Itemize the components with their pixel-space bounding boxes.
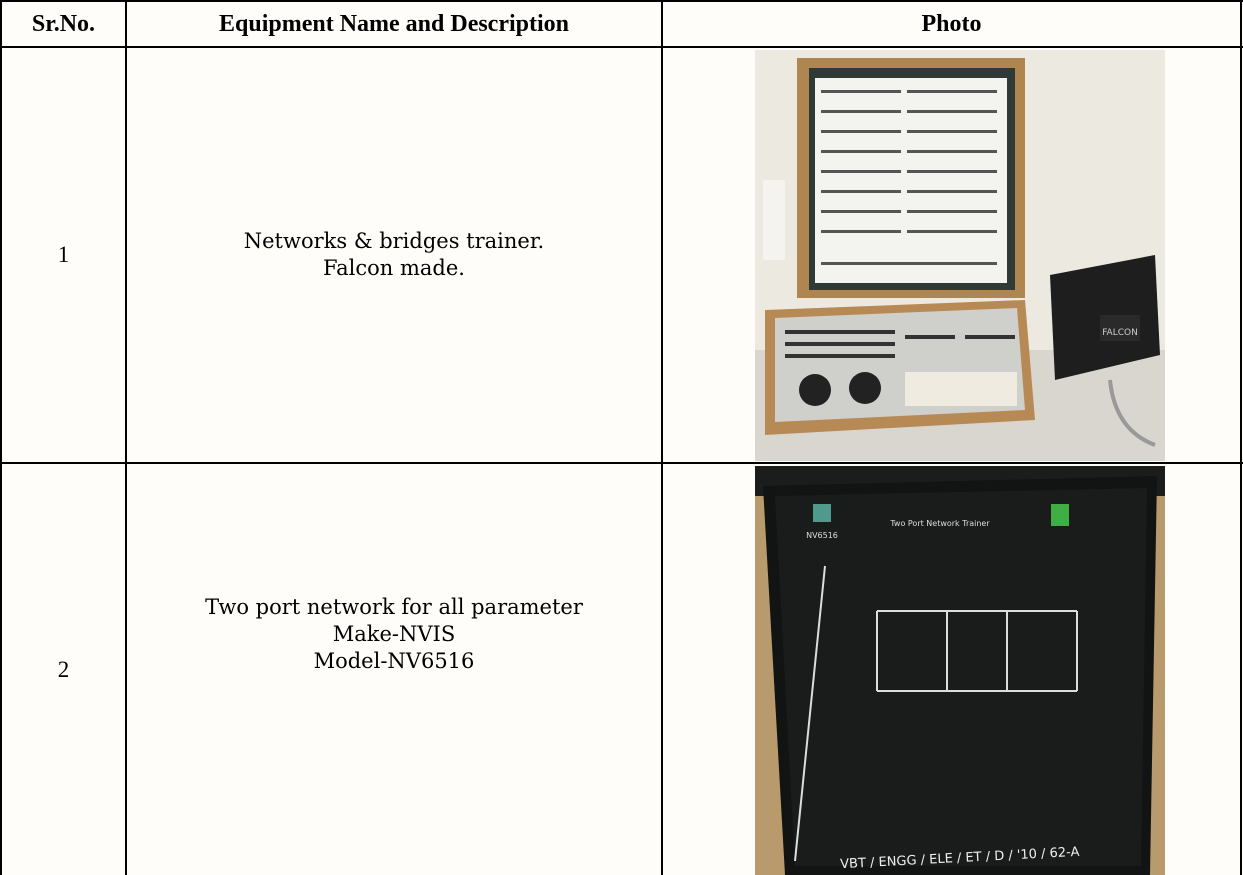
- description-line: Two port network for all parameter: [205, 594, 583, 619]
- photo: NV6516 Two Port Network Trainer VBT / EN…: [755, 466, 1165, 875]
- border: [0, 462, 1243, 464]
- border: [661, 0, 663, 875]
- photo-label: Two Port Network Trainer: [889, 519, 990, 528]
- header-cell: Sr.No.: [31, 10, 96, 37]
- serial-number: 2: [57, 656, 70, 682]
- description: Networks & bridges trainer. Falcon made.: [127, 48, 661, 462]
- description: Two port network for all parameter Make-…: [127, 464, 661, 804]
- border: [0, 0, 1243, 2]
- border: [0, 0, 2, 875]
- photo: FALCON: [755, 50, 1165, 461]
- border: [0, 46, 1243, 48]
- serial-number: 1: [57, 242, 70, 267]
- border: [1240, 0, 1242, 875]
- border: [125, 0, 127, 875]
- photo-label: FALCON: [1102, 328, 1138, 338]
- photo-label: NV6516: [806, 531, 838, 540]
- description-line: Networks & bridges trainer.: [243, 229, 545, 253]
- header-cell: Equipment Name and Description: [218, 10, 570, 37]
- description-line: Model-NV6516: [313, 648, 475, 673]
- description-line: Make-NVIS: [332, 621, 456, 646]
- header-cell: Photo: [921, 10, 982, 37]
- description-line: Falcon made.: [323, 256, 465, 280]
